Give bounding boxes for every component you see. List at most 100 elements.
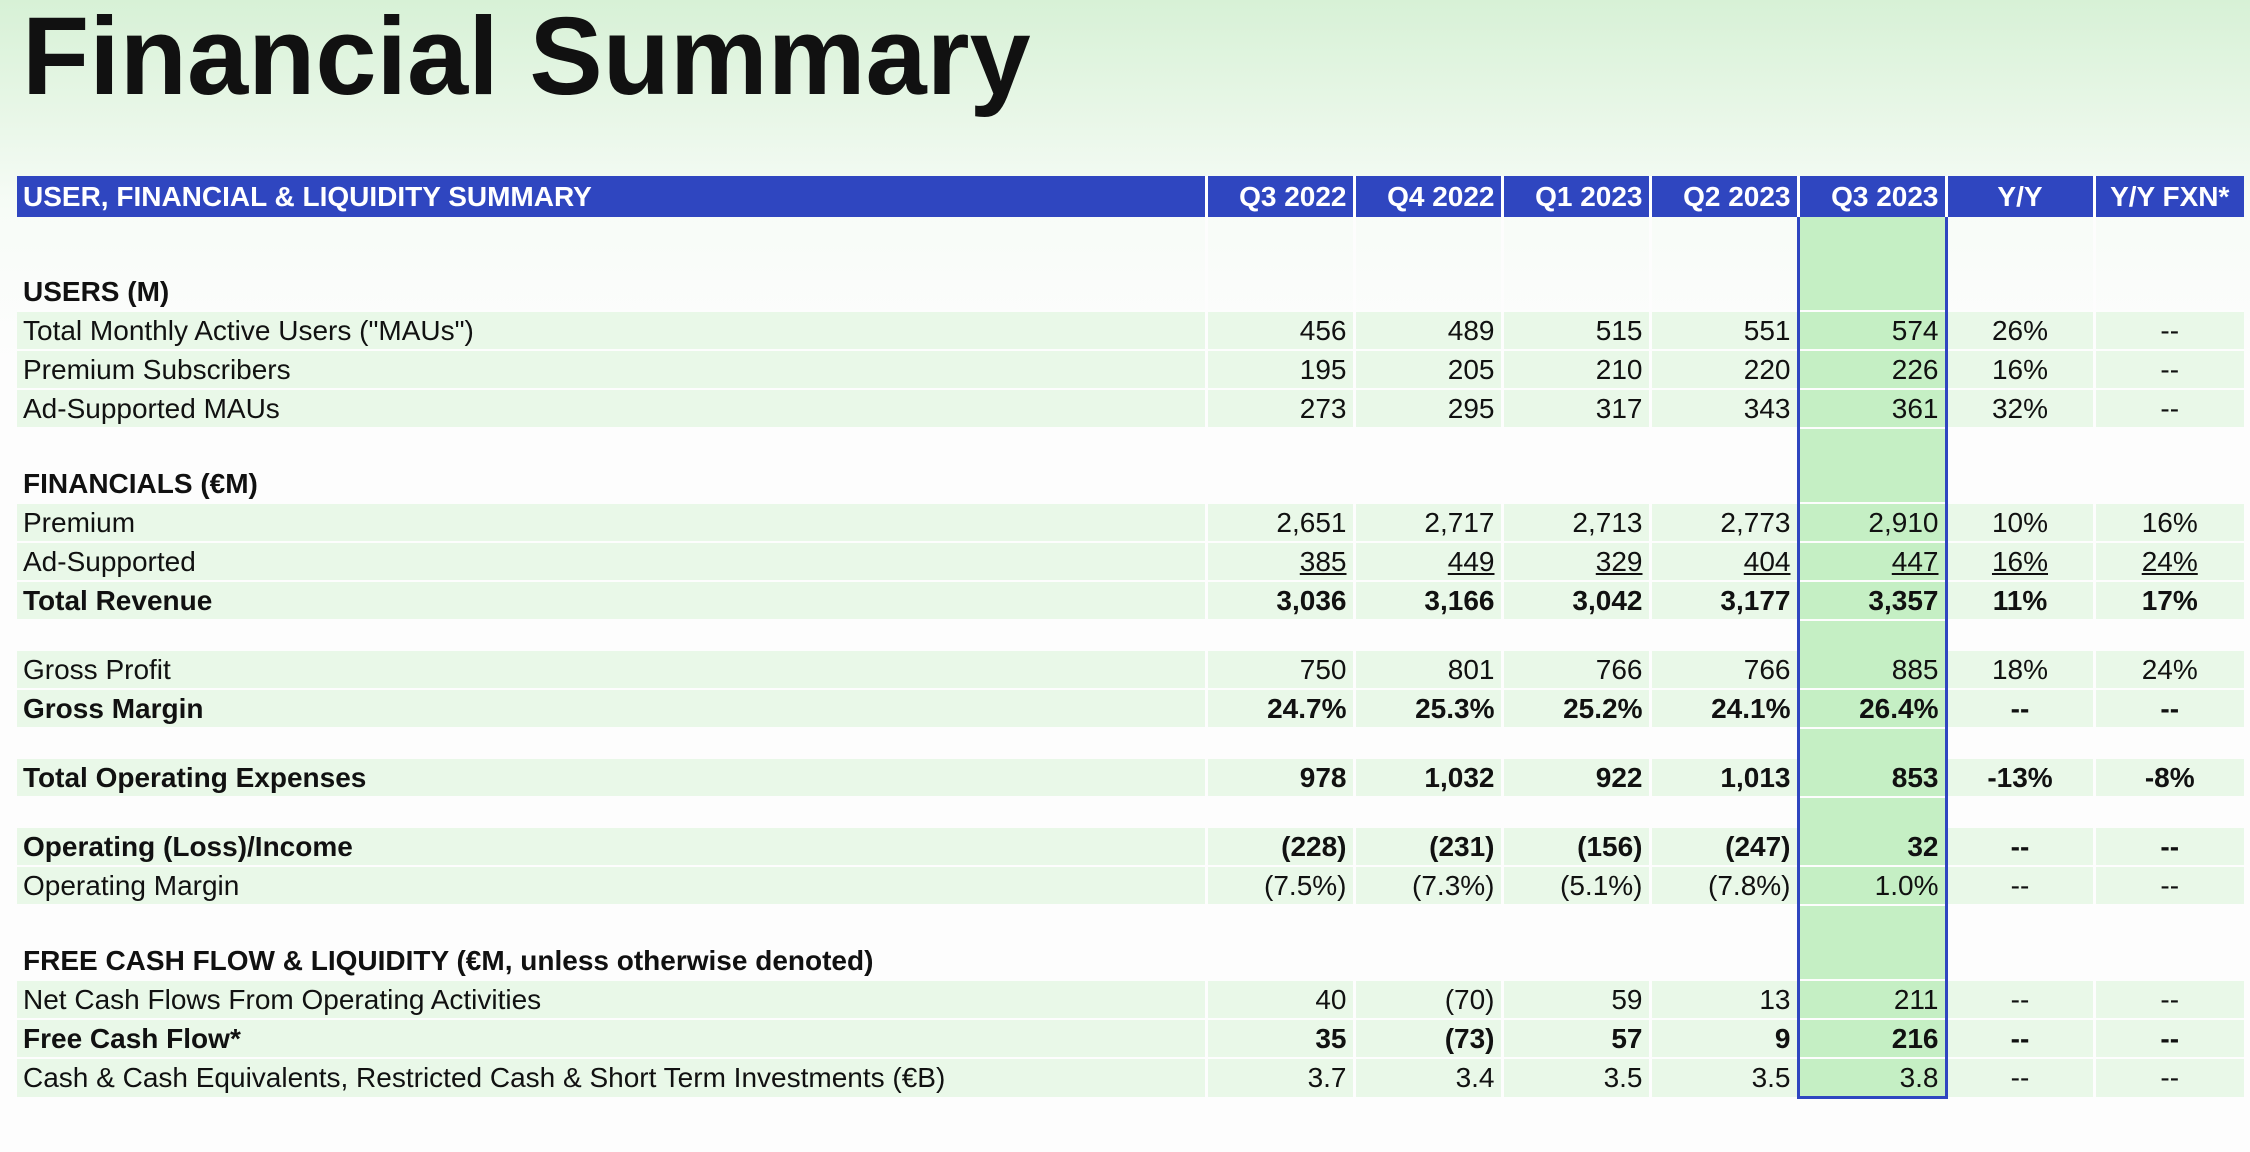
row-label: Premium Subscribers: [17, 350, 1206, 390]
table-row-operating-margin: Operating Margin (7.5%) (7.3%) (5.1%) (7…: [17, 866, 2244, 906]
cell-q4-2022: (7.3%): [1352, 866, 1502, 906]
cell-yy: --: [1944, 866, 2094, 906]
cell-q3-2022: 456: [1204, 311, 1354, 351]
cell-q3-2022: 978: [1204, 759, 1354, 798]
cell-q2-2023: 404: [1648, 542, 1798, 582]
cell-q4-2022: (231): [1352, 828, 1502, 867]
cell-yy: 26%: [1944, 311, 2094, 351]
cell-q4-2022: 3.4: [1352, 1058, 1502, 1099]
cell-q2-2023: 9: [1648, 1019, 1798, 1059]
row-label: Total Revenue: [17, 581, 1206, 621]
cell-q2-2023: 3,177: [1648, 581, 1798, 621]
cell-q3-2022: 2,651: [1204, 503, 1354, 543]
section-header-users: USERS (M): [17, 267, 2244, 312]
cell-value: 329: [1595, 545, 1643, 577]
row-label: Cash & Cash Equivalents, Restricted Cash…: [17, 1058, 1206, 1099]
column-header-yy-fxn: Y/Y FXN*: [2092, 176, 2244, 217]
cell-q3-2022: 273: [1204, 389, 1354, 429]
cell-yy-fxn: --: [2092, 311, 2244, 351]
cell-q3-2023: 574: [1796, 311, 1948, 351]
cell-yy-fxn: 17%: [2092, 581, 2244, 621]
cell-q3-2023: 853: [1796, 759, 1948, 798]
cell-q4-2022: 25.3%: [1352, 689, 1502, 729]
table-row-gross-profit: Gross Profit 750 801 766 766 885 18% 24%: [17, 651, 2244, 690]
cell-q3-2023: 32: [1796, 828, 1948, 867]
column-header-yy: Y/Y: [1944, 176, 2094, 217]
cell-q2-2023: 13: [1648, 980, 1798, 1020]
table-row-gross-margin: Gross Margin 24.7% 25.3% 25.2% 24.1% 26.…: [17, 689, 2244, 729]
cell-q3-2022: 3,036: [1204, 581, 1354, 621]
cell-q2-2023: 24.1%: [1648, 689, 1798, 729]
cell-yy-fxn: --: [2092, 689, 2244, 729]
cell-q1-2023: 515: [1500, 311, 1650, 351]
spacer-row: [17, 797, 2244, 828]
cell-q3-2022: 3.7: [1204, 1058, 1354, 1099]
section-header-financials: FINANCIALS (€M): [17, 459, 2244, 504]
cell-q1-2023: 2,713: [1500, 503, 1650, 543]
cell-q2-2023: 2,773: [1648, 503, 1798, 543]
cell-yy: 16%: [1944, 542, 2094, 582]
cell-q1-2023: 59: [1500, 980, 1650, 1020]
table-row-operating-income: Operating (Loss)/Income (228) (231) (156…: [17, 828, 2244, 867]
row-label: Gross Profit: [17, 651, 1206, 690]
spacer-row: [17, 217, 2244, 267]
table-row-total-operating-expenses: Total Operating Expenses 978 1,032 922 1…: [17, 759, 2244, 798]
cell-yy-fxn: 24%: [2092, 542, 2244, 582]
cell-q4-2022: 449: [1352, 542, 1502, 582]
table-row-operating-cash-flow: Net Cash Flows From Operating Activities…: [17, 980, 2244, 1020]
cell-q4-2022: (73): [1352, 1019, 1502, 1059]
cell-q3-2022: (228): [1204, 828, 1354, 867]
table-row-ad-supported-revenue: Ad-Supported 385 449 329 404 447 16% 24%: [17, 542, 2244, 582]
cell-value: 385: [1299, 545, 1347, 577]
cell-q3-2022: 750: [1204, 651, 1354, 690]
spacer-row: [17, 905, 2244, 936]
column-header-q3-2022: Q3 2022: [1204, 176, 1354, 217]
cell-q4-2022: 1,032: [1352, 759, 1502, 798]
cell-yy: --: [1944, 828, 2094, 867]
row-label: Gross Margin: [17, 689, 1206, 729]
cell-value: 447: [1891, 545, 1939, 577]
cell-q3-2022: 24.7%: [1204, 689, 1354, 729]
row-label: Free Cash Flow*: [17, 1019, 1206, 1059]
cell-yy-fxn: 16%: [2092, 503, 2244, 543]
section-title: USERS (M): [17, 267, 1206, 312]
row-label: Ad-Supported MAUs: [17, 389, 1206, 429]
cell-yy: --: [1944, 980, 2094, 1020]
cell-q3-2023: 2,910: [1796, 503, 1948, 543]
cell-value: 24%: [2141, 545, 2198, 577]
cell-q1-2023: (156): [1500, 828, 1650, 867]
cell-yy-fxn: --: [2092, 1058, 2244, 1099]
column-header-q4-2022: Q4 2022: [1352, 176, 1502, 217]
row-label: Net Cash Flows From Operating Activities: [17, 980, 1206, 1020]
spacer-row: [17, 620, 2244, 651]
cell-yy-fxn: --: [2092, 866, 2244, 906]
cell-value: 404: [1743, 545, 1791, 577]
cell-q3-2023: 885: [1796, 651, 1948, 690]
cell-q3-2023: 226: [1796, 350, 1948, 390]
cell-q4-2022: 2,717: [1352, 503, 1502, 543]
cell-yy-fxn: --: [2092, 1019, 2244, 1059]
cell-q2-2023: 3.5: [1648, 1058, 1798, 1099]
cell-q3-2023: 1.0%: [1796, 866, 1948, 906]
cell-q1-2023: 317: [1500, 389, 1650, 429]
cell-q2-2023: 220: [1648, 350, 1798, 390]
column-header-q3-2023: Q3 2023: [1796, 176, 1946, 217]
cell-q3-2023: 447: [1796, 542, 1948, 582]
column-header-q1-2023: Q1 2023: [1500, 176, 1650, 217]
row-label: Operating Margin: [17, 866, 1206, 906]
table-row-total-revenue: Total Revenue 3,036 3,166 3,042 3,177 3,…: [17, 581, 2244, 621]
cell-q1-2023: (5.1%): [1500, 866, 1650, 906]
table-header-label: USER, FINANCIAL & LIQUIDITY SUMMARY: [17, 176, 1206, 217]
cell-q4-2022: 3,166: [1352, 581, 1502, 621]
cell-q2-2023: 1,013: [1648, 759, 1798, 798]
cell-q3-2022: (7.5%): [1204, 866, 1354, 906]
table-row-mau: Total Monthly Active Users ("MAUs") 456 …: [17, 311, 2244, 351]
cell-yy-fxn: 24%: [2092, 651, 2244, 690]
cell-q1-2023: 3,042: [1500, 581, 1650, 621]
cell-q4-2022: 295: [1352, 389, 1502, 429]
cell-q2-2023: (7.8%): [1648, 866, 1798, 906]
summary-table-container: USER, FINANCIAL & LIQUIDITY SUMMARY Q3 2…: [17, 176, 2244, 1099]
table-row-premium-revenue: Premium 2,651 2,717 2,713 2,773 2,910 10…: [17, 503, 2244, 543]
summary-table: USER, FINANCIAL & LIQUIDITY SUMMARY Q3 2…: [17, 176, 2244, 1099]
cell-q3-2023: 216: [1796, 1019, 1948, 1059]
